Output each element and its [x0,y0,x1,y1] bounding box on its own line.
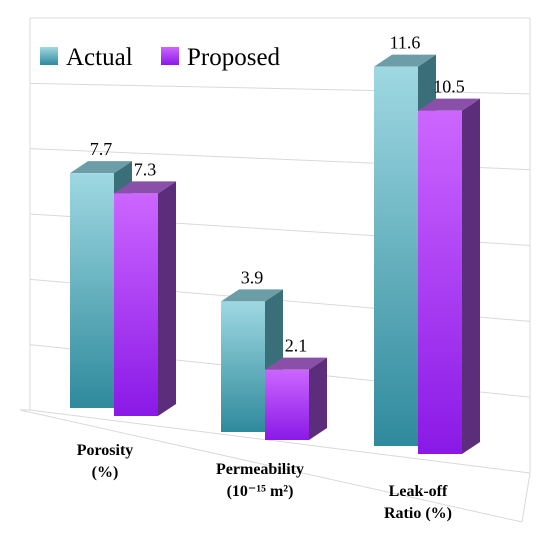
category-label-3: Leak-off Ratio (%) [384,483,452,522]
legend-label-proposed: Proposed [187,44,281,71]
bar-top [418,98,480,111]
bar-front [374,66,418,447]
value-label-actual-3: 11.6 [390,33,421,53]
bar-side [309,357,327,440]
bar-proposed-1 [114,181,176,416]
legend-swatch-actual [40,47,58,65]
floor-back-edge [29,409,531,474]
legend-swatch-proposed [161,47,179,65]
bar-proposed-3 [418,98,480,455]
value-label-actual-1: 7.7 [90,139,113,159]
value-label-proposed-3: 10.5 [433,77,465,97]
bar-top [114,181,176,194]
category-label-1: Porosity (%) [77,442,134,481]
bar-front [70,173,114,408]
bars [70,54,480,455]
category-label-line: Leak-off [389,483,448,500]
bar-side [158,181,176,416]
bar-front [221,301,265,432]
value-label-proposed-1: 7.3 [134,159,157,179]
gridline [29,82,531,95]
value-labels: 7.7 7.3 3.9 2.1 11.6 10.5 [90,33,465,356]
bar-proposed-2 [265,357,327,440]
bar-top [374,54,436,67]
category-label-line: Permeability [216,461,304,478]
bar-front [265,369,309,440]
legend-label-actual: Actual [66,44,133,71]
value-label-proposed-2: 2.1 [285,336,308,356]
category-label-line: (%) [92,464,119,481]
bar-top [265,357,327,370]
category-label-line: (10⁻¹⁵ m²) [227,483,294,500]
bar-side [462,98,480,455]
bar-top [221,289,283,302]
bar-top [70,161,132,174]
category-label-2: Permeability (10⁻¹⁵ m²) [216,461,304,500]
category-labels: Porosity (%) Permeability (10⁻¹⁵ m²) Leak-of… [77,442,452,522]
category-label-line: Porosity [77,442,134,459]
category-label-line: Ratio (%) [384,505,452,522]
bar-front [418,110,462,455]
floor-front-edge [19,409,523,523]
bar-front [114,193,158,416]
value-label-actual-2: 3.9 [241,267,264,287]
legend: Actual Proposed [40,44,281,71]
floor-right-edge [521,472,531,523]
